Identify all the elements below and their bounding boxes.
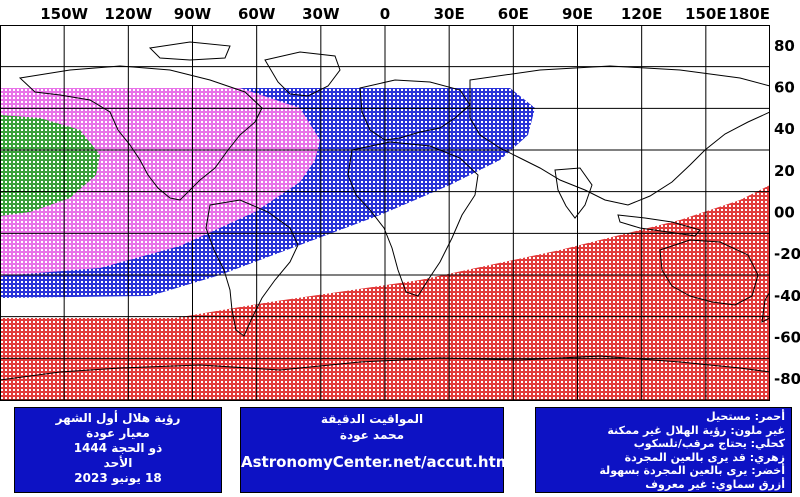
- longitude-label: 150E: [685, 5, 727, 23]
- indonesia-outline: [617, 214, 701, 237]
- south-america-outline: [205, 199, 299, 337]
- info-panel: رؤية هلال أول الشهر معيار عودة ذو الحجة …: [14, 407, 222, 493]
- latitude-label: 60: [774, 79, 795, 97]
- legend-item-uncolored: غير ملون: رؤية الهلال غير ممكنة: [607, 423, 785, 437]
- india-outline: [554, 167, 593, 219]
- credit-author: محمد عودة: [339, 428, 405, 442]
- info-criterion: معيار عودة: [86, 426, 150, 440]
- arctic-islands-outline: [148, 41, 231, 61]
- new-zealand-outline: [761, 291, 770, 323]
- australia-outline: [659, 239, 759, 306]
- africa-outline: [347, 141, 479, 297]
- latitude-label: 80: [774, 37, 795, 55]
- credit-url-link[interactable]: AstronomyCenter.net/accut.html: [241, 453, 517, 471]
- info-month: ذو الحجة 1444: [73, 441, 163, 455]
- europe-outline: [359, 79, 471, 141]
- legend-item-green: أخضر: يرى بالعين المجردة بسهولة: [599, 464, 785, 477]
- graticule: [0, 25, 770, 400]
- map-frame: [0, 25, 770, 401]
- latitude-labels: 80 60 40 20 00 -20 -40 -60 -80: [774, 37, 800, 388]
- longitude-label: 60E: [498, 5, 529, 23]
- legend-item-red: أحمر: مستحيل: [706, 410, 785, 423]
- latitude-label: -60: [774, 329, 800, 347]
- longitude-label: 60W: [238, 5, 276, 23]
- info-date: 18 يونيو 2023: [74, 471, 162, 485]
- antarctica-outline: [0, 355, 770, 400]
- latitude-label: -80: [774, 370, 800, 388]
- longitude-label: 150W: [40, 5, 88, 23]
- latitude-label: 20: [774, 162, 795, 180]
- longitude-label: 0: [380, 5, 390, 23]
- longitude-label: 30E: [434, 5, 465, 23]
- latitude-label: 40: [774, 120, 795, 138]
- longitude-label: 90W: [174, 5, 212, 23]
- latitude-label: 00: [774, 204, 795, 222]
- credit-panel: المواقيت الدقيقة محمد عودة AstronomyCent…: [240, 407, 517, 493]
- color-legend-panel: أحمر: مستحيل غير ملون: رؤية الهلال غير م…: [535, 407, 792, 493]
- longitude-label: 120W: [104, 5, 152, 23]
- info-weekday: الأحد: [103, 456, 133, 470]
- greenland-outline: [264, 51, 341, 97]
- legend-item-sky-blue: أزرق سماوي: غير معروف: [645, 477, 785, 491]
- latitude-label: -20: [774, 245, 800, 263]
- info-title: رؤية هلال أول الشهر: [55, 411, 181, 425]
- longitude-label: 30W: [302, 5, 340, 23]
- zone-easily-visible-green: [0, 115, 100, 216]
- longitude-label: 120E: [621, 5, 663, 23]
- longitude-labels: 150W 120W 90W 60W 30W 0 30E 60E 90E 120E 150E 180E: [40, 5, 770, 23]
- legend-item-navy: كحلي: يحتاج مرقب/تلسكوب: [633, 437, 785, 450]
- legend-item-pink: زهري: قد يرى بالعين المجردة: [624, 450, 785, 464]
- longitude-label: 90E: [562, 5, 593, 23]
- latitude-label: -40: [774, 287, 800, 305]
- longitude-label: 180E: [728, 5, 770, 23]
- credit-label: المواقيت الدقيقة: [320, 412, 424, 426]
